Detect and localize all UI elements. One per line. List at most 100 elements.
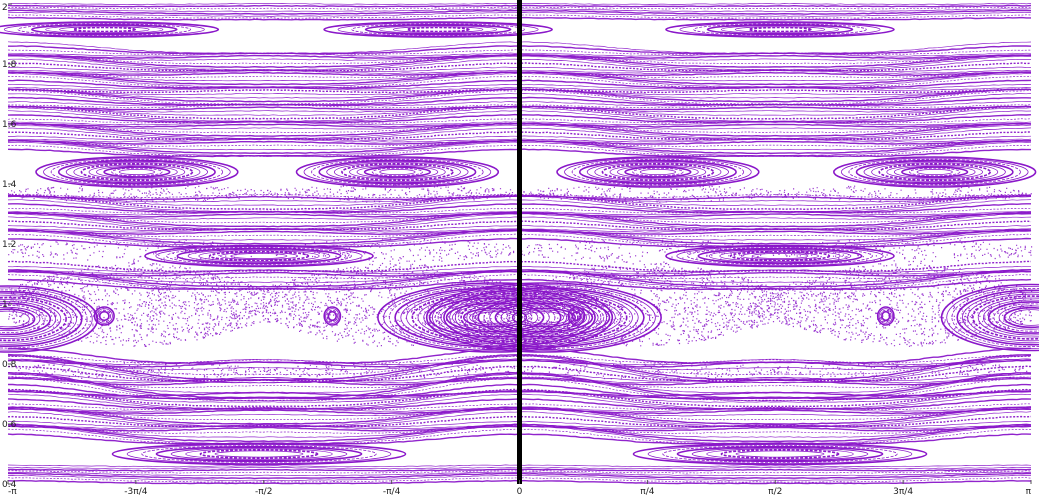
island-orbit <box>570 309 583 323</box>
island-orbit <box>876 306 895 326</box>
island-orbit <box>43 157 231 187</box>
island-orbit <box>511 307 577 328</box>
island-orbit <box>318 159 477 185</box>
x-tick-label: -π/4 <box>383 487 401 496</box>
island-orbit <box>31 23 178 36</box>
island-orbit <box>199 448 319 459</box>
island-orbit <box>176 247 342 265</box>
island-orbit <box>848 158 1021 186</box>
island-orbit <box>751 252 809 259</box>
island-orbit <box>983 299 1039 336</box>
island-orbit <box>855 159 1014 185</box>
island-orbit <box>474 311 516 324</box>
island-orbit <box>96 165 178 179</box>
island-orbit <box>88 164 186 180</box>
island-orbit <box>665 21 895 38</box>
island-orbit <box>0 304 46 334</box>
island-orbit <box>230 252 288 259</box>
island-orbit <box>35 156 239 188</box>
island-orbit <box>571 310 582 322</box>
island-orbit <box>863 161 1006 183</box>
island-orbit <box>0 310 30 328</box>
island-orbit <box>406 26 470 33</box>
island-orbit <box>494 302 594 333</box>
island-orbit <box>962 291 1039 344</box>
x-tick-label: -π <box>8 487 17 496</box>
island-orbit <box>956 289 1039 346</box>
y-tick-label: 0.8 <box>2 360 17 370</box>
island-orbit <box>97 309 112 323</box>
island-orbit <box>166 247 352 265</box>
island-orbit <box>95 308 113 324</box>
island-orbit <box>617 165 699 179</box>
island-orbit <box>440 301 550 334</box>
island-orbit <box>443 287 645 348</box>
island-orbit <box>17 23 192 36</box>
island-orbit <box>65 161 208 183</box>
island-orbit <box>423 296 567 339</box>
island-orbit <box>425 282 662 353</box>
island-orbit <box>0 295 72 343</box>
island-orbit <box>323 306 342 326</box>
island-orbit <box>0 285 99 353</box>
orbit-curve <box>8 355 1032 375</box>
island-orbit <box>881 310 891 322</box>
island-orbit <box>0 306 41 332</box>
island-orbit <box>392 26 484 33</box>
island-orbit <box>697 247 863 265</box>
island-orbit <box>356 165 439 179</box>
island-orbit <box>333 162 461 182</box>
island-orbit <box>363 166 432 178</box>
island-orbit <box>893 165 976 179</box>
island-orbit <box>341 162 454 182</box>
y-tick-label: 1.8 <box>2 60 17 70</box>
island-orbit <box>708 249 852 263</box>
island-orbit <box>586 161 730 183</box>
island-orbit <box>383 284 608 351</box>
orbit-curve <box>7 407 1032 421</box>
island-orbit <box>472 296 616 339</box>
island-orbit <box>454 290 633 344</box>
island-orbit <box>987 301 1039 334</box>
island-orbit <box>734 26 826 33</box>
island-orbit <box>977 297 1039 338</box>
orbit-curve <box>7 376 1032 389</box>
island-orbit <box>886 164 983 180</box>
island-orbit <box>721 25 840 34</box>
island-orbit <box>0 291 83 347</box>
island-orbit <box>556 156 760 188</box>
island-orbit <box>0 293 77 345</box>
island-orbit <box>609 164 707 180</box>
island-orbit <box>326 161 469 183</box>
island-orbit <box>624 166 692 178</box>
island-orbit <box>719 250 841 262</box>
x-tick-label: -π/2 <box>255 487 272 496</box>
island-orbit <box>741 251 820 260</box>
island-orbit <box>379 168 416 175</box>
island-orbit <box>214 450 304 458</box>
y-tick-label: 0.4 <box>2 480 17 490</box>
island-orbit <box>679 22 881 37</box>
island-orbit <box>662 445 898 463</box>
y-tick-label: 1.2 <box>2 240 16 250</box>
island-orbit <box>729 250 831 262</box>
island-orbit <box>73 162 201 182</box>
orbit-curve <box>7 194 1032 211</box>
island-orbit <box>639 168 677 175</box>
island-orbit <box>111 167 163 177</box>
island-orbit <box>578 159 737 185</box>
island-orbit <box>567 306 586 326</box>
island-orbit <box>946 286 1039 349</box>
island-orbit <box>940 283 1039 352</box>
y-tick-label: 1.4 <box>2 180 17 190</box>
island-orbit <box>0 301 56 337</box>
island-orbit <box>185 448 333 460</box>
x-tick-label: π/2 <box>768 487 782 496</box>
island-orbit <box>0 21 220 38</box>
island-orbit <box>951 288 1039 347</box>
island-orbit <box>998 305 1039 330</box>
island-orbit <box>303 157 492 187</box>
island-orbit <box>500 304 588 331</box>
island-orbit <box>569 308 584 324</box>
